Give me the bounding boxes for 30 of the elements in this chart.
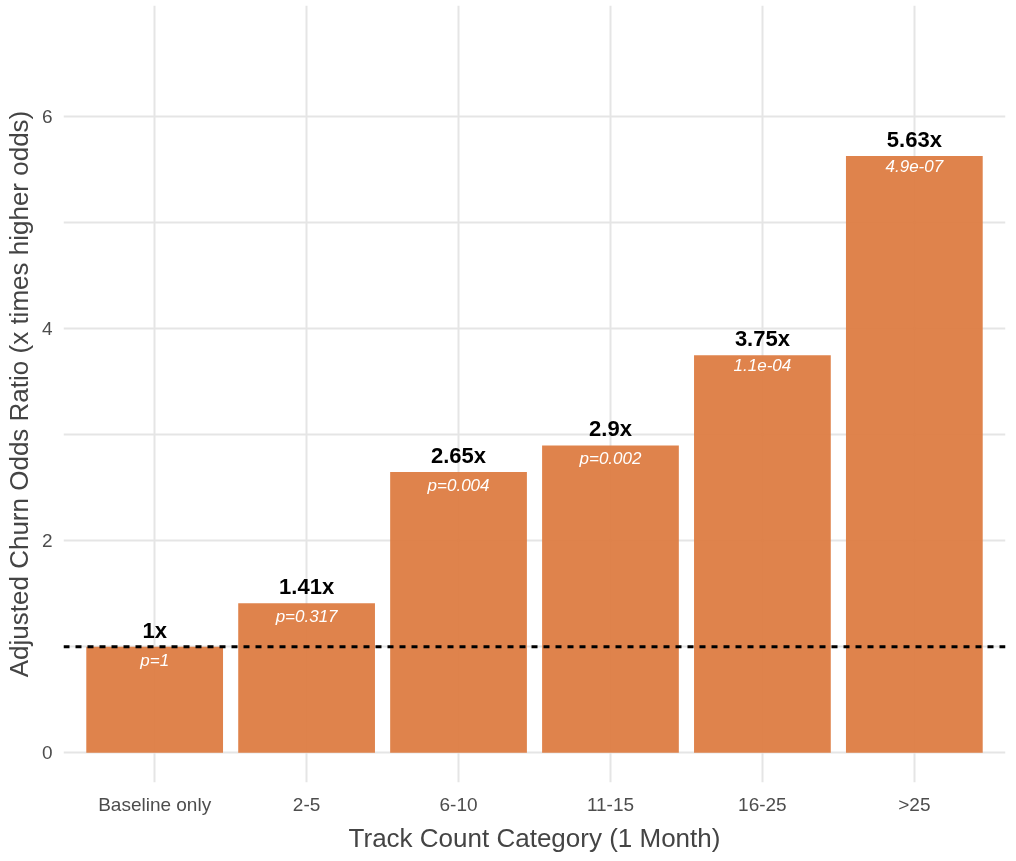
y-tick-label: 6 xyxy=(41,106,53,128)
bar xyxy=(542,445,679,753)
bar xyxy=(238,603,375,753)
annotation: p=0.004 xyxy=(426,475,490,495)
annotation: 1.1e-04 xyxy=(733,356,792,376)
data-label: 2.65x xyxy=(431,442,487,468)
x-tick-label: Baseline only xyxy=(98,793,212,815)
y-tick-label: 0 xyxy=(41,742,53,764)
bar xyxy=(694,355,831,753)
x-tick-label: 2-5 xyxy=(292,793,321,815)
x-axis-title: Track Count Category (1 Month) xyxy=(348,822,721,853)
data-label: 2.9x xyxy=(589,416,633,442)
x-tick-label: 11-15 xyxy=(586,793,635,815)
bar xyxy=(86,646,224,753)
data-label: 1x xyxy=(142,617,168,643)
y-tick-label: 4 xyxy=(41,318,53,340)
annotation: 4.9e-07 xyxy=(885,157,944,177)
y-axis-title: Adjusted Churn Odds Ratio (x times higher odds) xyxy=(3,110,34,678)
x-tick-label: 16-25 xyxy=(738,793,787,815)
bar xyxy=(845,156,983,753)
data-label: 5.63x xyxy=(886,127,943,153)
bar xyxy=(390,471,527,753)
y-tick-label: 2 xyxy=(41,530,53,552)
data-label: 1.41x xyxy=(279,574,335,600)
data-label: 3.75x xyxy=(734,326,791,352)
x-tick-label: >25 xyxy=(898,793,931,815)
x-tick-label: 6-10 xyxy=(439,793,478,815)
annotation: p=1 xyxy=(139,650,170,670)
annotation: p=0.002 xyxy=(578,449,642,469)
annotation: p=0.317 xyxy=(274,607,339,627)
